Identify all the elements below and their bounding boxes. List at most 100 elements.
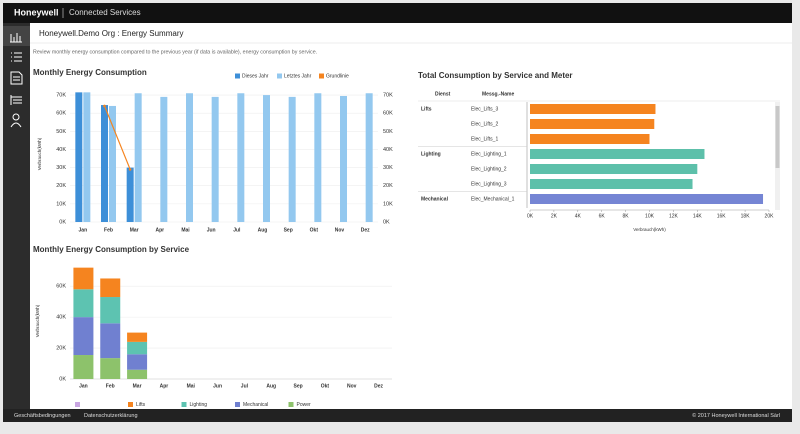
line-point xyxy=(128,168,132,171)
legend-label: Lifts xyxy=(136,402,146,408)
chart-title: Monthly Energy Consumption xyxy=(33,68,147,77)
bar xyxy=(340,95,347,222)
x-tick-label: 4K xyxy=(575,213,582,219)
product-name: Connected Services xyxy=(69,8,141,17)
y-tick-label: 30K xyxy=(383,165,393,171)
page-subtitle: Review monthly energy consumption compar… xyxy=(33,49,317,55)
bar xyxy=(530,119,655,129)
x-tick-label: Jul xyxy=(241,383,249,389)
x-tick-label: Aug xyxy=(266,383,276,389)
x-tick-label: 2K xyxy=(551,213,558,219)
nav-doc-icon[interactable] xyxy=(10,71,23,85)
nav-user-icon[interactable] xyxy=(10,113,22,128)
x-tick-label: Sep xyxy=(284,227,293,233)
x-tick-label: Okt xyxy=(321,383,330,389)
bar xyxy=(263,95,270,222)
nav-list-icon[interactable] xyxy=(11,52,22,62)
legend-label: Letztes Jahr xyxy=(284,73,312,79)
bar xyxy=(530,194,764,204)
y-tick-label: 20K xyxy=(56,346,66,352)
bar xyxy=(211,96,219,222)
y-tick-label: 20K xyxy=(56,183,66,189)
bar-segment xyxy=(73,289,94,318)
legend-swatch xyxy=(235,402,240,407)
bar-segment xyxy=(127,332,148,342)
legend-swatch xyxy=(288,402,294,407)
bar xyxy=(530,164,698,174)
x-tick-label: 16K xyxy=(717,213,727,219)
bar xyxy=(160,96,168,222)
nav-icons xyxy=(10,33,23,128)
bar-segment xyxy=(73,355,94,379)
x-tick-label: Nov xyxy=(347,383,357,389)
legend-label: Lighting xyxy=(190,402,208,408)
y-axis-label: Verbrauch(kWh) xyxy=(37,137,42,170)
x-tick-label: Apr xyxy=(160,383,169,389)
legend-label: Mechanical xyxy=(243,402,268,408)
x-tick-label: 0K xyxy=(527,213,534,219)
y-tick-label: 70K xyxy=(383,93,393,99)
y-tick-label: 10K xyxy=(56,201,66,207)
x-tick-label: 18K xyxy=(741,213,751,219)
bar xyxy=(126,167,134,222)
y-axis-label: Verbrauch(kWh) xyxy=(35,304,40,337)
copyright: © 2017 Honeywell International Sàrl xyxy=(692,412,780,419)
x-tick-label: Feb xyxy=(104,227,113,233)
footer-link[interactable]: Datenschutzerklärung xyxy=(84,413,138,419)
x-tick-label: Apr xyxy=(156,227,165,233)
meter-label: Elec_Lifts_2 xyxy=(471,121,498,127)
service-label: Mechanical xyxy=(421,196,449,202)
legend-swatch xyxy=(128,402,133,407)
x-tick-label: Jun xyxy=(207,227,216,233)
nav-chart-icon[interactable] xyxy=(10,33,22,43)
bar xyxy=(134,93,142,223)
charts: Monthly Energy Consumption 0K 10K 20K 30K 40K… xyxy=(33,68,780,408)
x-tick-label: 6K xyxy=(599,213,606,219)
y-tick-label: 10K xyxy=(383,201,393,207)
bar-segment xyxy=(127,369,148,379)
y-tick-label: 0K xyxy=(59,376,66,382)
bar-segment xyxy=(100,297,121,324)
chart-title: Total Consumption by Service and Meter xyxy=(418,71,573,80)
meter-label: Elec_Lifts_3 xyxy=(471,106,498,112)
x-tick-label: 12K xyxy=(669,213,679,219)
footer-link[interactable]: Geschäftsbedingungen xyxy=(14,413,71,419)
legend-label: Grundlinie xyxy=(326,73,349,79)
top-bar xyxy=(3,3,792,23)
x-tick-label: 20K xyxy=(765,213,775,219)
y-tick-label: 70K xyxy=(56,93,66,99)
bar xyxy=(75,92,83,222)
service-label: Lighting xyxy=(421,151,441,157)
x-tick-label: 14K xyxy=(693,213,703,219)
bar xyxy=(314,93,322,223)
x-tick-label: Feb xyxy=(106,383,115,389)
x-tick-label: Mai xyxy=(181,227,190,233)
x-axis-label: Verbrauch(kWh) xyxy=(633,227,666,232)
nav-tree-icon[interactable] xyxy=(10,95,22,105)
bar-segment xyxy=(100,323,121,359)
meter-label: Elec_Lighting_1 xyxy=(471,151,507,157)
chart-title: Monthly Energy Consumption by Service xyxy=(33,245,190,254)
bar-segment xyxy=(127,354,148,370)
scrollbar-thumb[interactable] xyxy=(775,106,780,168)
y-tick-label: 60K xyxy=(383,111,393,117)
y-tick-label: 40K xyxy=(383,147,393,153)
brand: Honeywell xyxy=(14,7,59,17)
legend-label: Dieses Jahr xyxy=(242,73,269,79)
x-tick-label: Sep xyxy=(293,383,302,389)
service-label: Lifts xyxy=(421,106,432,112)
y-tick-label: 50K xyxy=(383,129,393,135)
x-tick-label: Dez xyxy=(374,383,383,389)
bar-segment xyxy=(100,358,121,379)
bar xyxy=(237,93,245,223)
y-tick-label: 30K xyxy=(56,165,66,171)
x-tick-label: Mar xyxy=(130,227,139,233)
bar xyxy=(530,179,693,189)
footer-bar xyxy=(3,409,792,422)
x-tick-label: Jan xyxy=(79,383,88,389)
line-point xyxy=(103,104,106,108)
x-tick-label: Dez xyxy=(361,227,370,233)
bar-segment xyxy=(73,317,94,356)
x-tick-label: Mar xyxy=(133,383,142,389)
meter-label: Elec_Lighting_2 xyxy=(471,166,507,172)
